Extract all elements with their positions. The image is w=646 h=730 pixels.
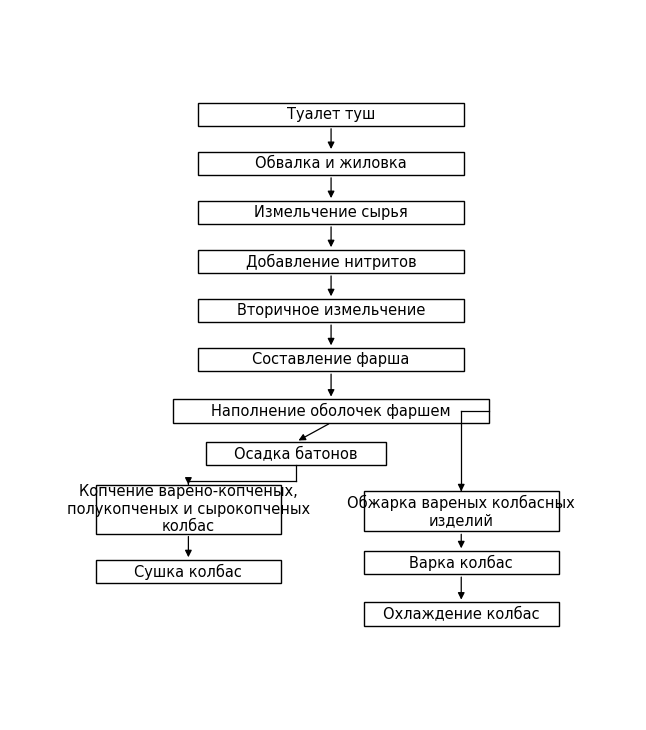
FancyBboxPatch shape [364,602,559,626]
FancyBboxPatch shape [364,551,559,575]
Text: Добавление нитритов: Добавление нитритов [245,253,417,269]
Text: Обжарка вареных колбасных
изделий: Обжарка вареных колбасных изделий [348,495,575,529]
FancyBboxPatch shape [173,399,489,423]
FancyBboxPatch shape [198,299,464,322]
Text: Туалет туш: Туалет туш [287,107,375,122]
Text: Охлаждение колбас: Охлаждение колбас [383,607,539,621]
FancyBboxPatch shape [198,250,464,273]
Text: Вторичное измельчение: Вторичное измельчение [237,303,425,318]
Text: Сушка колбас: Сушка колбас [134,564,242,580]
FancyBboxPatch shape [364,491,559,531]
Text: Наполнение оболочек фаршем: Наполнение оболочек фаршем [211,403,451,419]
Text: Обвалка и жиловка: Обвалка и жиловка [255,156,407,171]
Text: Копчение варено-копченых,
полукопченых и сырокопченых
колбас: Копчение варено-копченых, полукопченых и… [67,484,310,534]
FancyBboxPatch shape [96,485,281,534]
FancyBboxPatch shape [96,560,281,583]
Text: Варка колбас: Варка колбас [410,555,513,571]
FancyBboxPatch shape [198,103,464,126]
FancyBboxPatch shape [198,152,464,175]
Text: Осадка батонов: Осадка батонов [234,446,358,461]
FancyBboxPatch shape [198,201,464,224]
Text: Измельчение сырья: Измельчение сырья [254,205,408,220]
Text: Составление фарша: Составление фарша [253,353,410,367]
FancyBboxPatch shape [198,348,464,372]
FancyBboxPatch shape [206,442,386,465]
